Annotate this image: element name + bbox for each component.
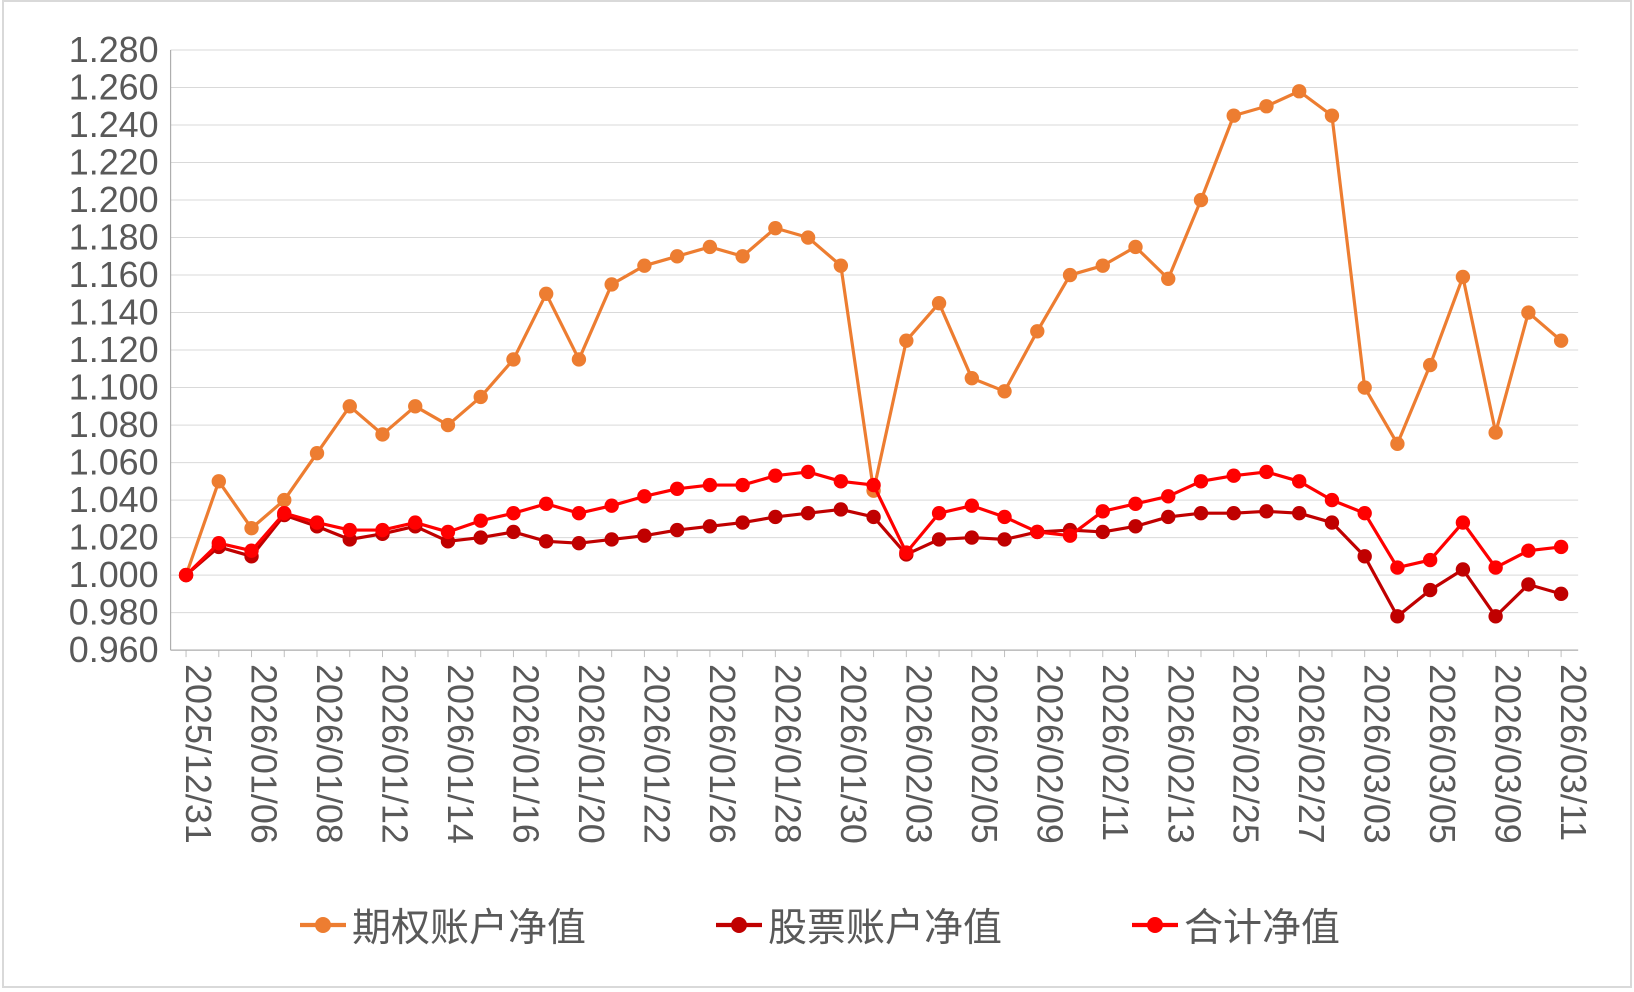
svg-text:2026/01/06: 2026/01/06 [244,664,285,844]
svg-text:1.180: 1.180 [69,216,159,257]
svg-text:1.280: 1.280 [69,29,159,70]
svg-text:2026/02/27: 2026/02/27 [1291,664,1332,844]
svg-text:2026/02/03: 2026/02/03 [898,664,939,844]
svg-text:2026/02/05: 2026/02/05 [964,664,1005,844]
svg-text:2026/02/25: 2026/02/25 [1226,664,1267,844]
svg-text:2026/02/13: 2026/02/13 [1160,664,1201,844]
svg-text:2026/03/03: 2026/03/03 [1357,664,1398,844]
svg-text:2026/01/28: 2026/01/28 [767,664,808,844]
svg-text:2025/12/31: 2025/12/31 [178,664,219,844]
svg-text:2026/01/22: 2026/01/22 [636,664,677,844]
svg-text:1.120: 1.120 [69,329,159,370]
svg-text:2026/01/30: 2026/01/30 [833,664,874,844]
svg-text:2026/02/09: 2026/02/09 [1029,664,1070,844]
svg-text:2026/03/09: 2026/03/09 [1488,664,1529,844]
svg-text:2026/01/20: 2026/01/20 [571,664,612,844]
svg-text:2026/01/14: 2026/01/14 [440,664,481,844]
svg-text:1.240: 1.240 [69,104,159,145]
svg-text:2026/03/11: 2026/03/11 [1553,664,1594,841]
svg-text:2026/01/08: 2026/01/08 [309,664,350,844]
svg-text:1.000: 1.000 [69,554,159,595]
svg-text:1.160: 1.160 [69,254,159,295]
svg-text:0.980: 0.980 [69,592,159,633]
svg-text:0.960: 0.960 [69,629,159,670]
svg-text:1.060: 1.060 [69,442,159,483]
svg-text:1.260: 1.260 [69,66,159,107]
svg-text:1.220: 1.220 [69,141,159,182]
svg-text:1.020: 1.020 [69,517,159,558]
svg-text:1.040: 1.040 [69,479,159,520]
svg-text:2026/01/16: 2026/01/16 [505,664,546,844]
svg-text:2026/01/12: 2026/01/12 [374,664,415,844]
svg-text:1.140: 1.140 [69,292,159,333]
svg-text:1.100: 1.100 [69,367,159,408]
svg-text:1.080: 1.080 [69,404,159,445]
svg-text:2026/01/26: 2026/01/26 [702,664,743,844]
svg-text:2026/02/11: 2026/02/11 [1095,664,1136,841]
svg-text:1.200: 1.200 [69,179,159,220]
svg-text:2026/03/05: 2026/03/05 [1422,664,1463,844]
